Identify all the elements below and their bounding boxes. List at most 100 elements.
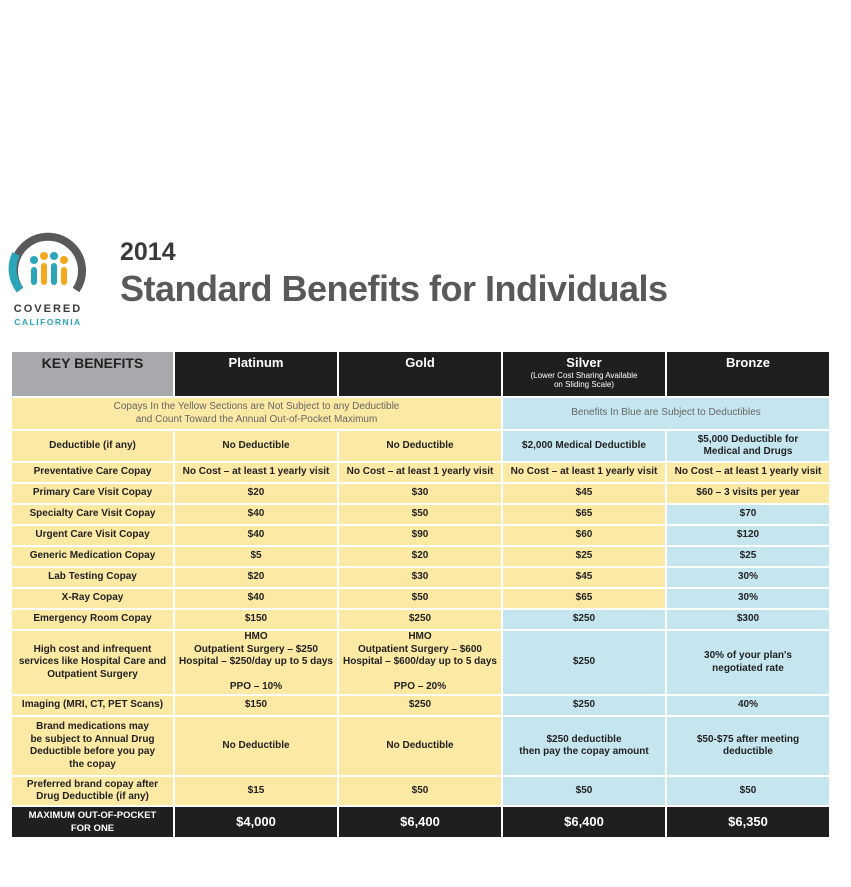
table-cell: $45 (503, 484, 665, 503)
table-cell: Benefits In Blue are Subject to Deductib… (503, 398, 829, 429)
table-cell: $2,000 Medical Deductible (503, 431, 665, 461)
table-cell: $120 (667, 526, 829, 545)
table-cell: $20 (175, 484, 337, 503)
table-row: High cost and infrequent services like H… (12, 631, 829, 694)
table-cell: 40% (667, 696, 829, 715)
table-cell: 30% (667, 568, 829, 587)
table-cell: $6,400 (503, 807, 665, 837)
column-note: (Lower Cost Sharing Available on Sliding… (530, 370, 638, 389)
table-cell: MAXIMUM OUT-OF-POCKET FOR ONE (12, 807, 173, 837)
table-cell: Gold (339, 352, 501, 396)
table-cell: Bronze (667, 352, 829, 396)
table-cell: No Cost – at least 1 yearly visit (667, 463, 829, 482)
table-cell: $15 (175, 777, 337, 805)
logo-text: CALIFORNIA (14, 317, 82, 327)
table-cell: Silver (Lower Cost Sharing Available on S… (503, 352, 665, 396)
table-cell: Imaging (MRI, CT, PET Scans) (12, 696, 173, 715)
table-cell: $250 (339, 610, 501, 629)
table-cell: $25 (667, 547, 829, 566)
table-cell: No Cost – at least 1 yearly visit (503, 463, 665, 482)
table-cell: $250 (503, 696, 665, 715)
table-row: Specialty Care Visit Copay $40 $50 $65 $70 (12, 505, 829, 524)
table-cell: No Deductible (175, 717, 337, 775)
table-cell: KEY BENEFITS (12, 352, 173, 396)
table-row: Deductible (if any) No Deductible No Deduc… (12, 431, 829, 461)
table-cell: $30 (339, 568, 501, 587)
table-cell: $50 (667, 777, 829, 805)
table-row: Imaging (MRI, CT, PET Scans) $150 $250 $250… (12, 696, 829, 715)
table-cell: $60 – 3 visits per year (667, 484, 829, 503)
table-row: MAXIMUM OUT-OF-POCKET FOR ONE $4,000 $6,40… (12, 807, 829, 837)
table-cell: $40 (175, 589, 337, 608)
logo-mark (8, 232, 86, 293)
table-row: Copays In the Yellow Sections are Not Su… (12, 398, 829, 429)
table-cell: Preventative Care Copay (12, 463, 173, 482)
table-cell: Copays In the Yellow Sections are Not Su… (12, 398, 501, 429)
table-row: Emergency Room Copay $150 $250 $250 $300 (12, 610, 829, 629)
table-cell: $6,350 (667, 807, 829, 837)
table-cell: 30% (667, 589, 829, 608)
table-cell: High cost and infrequent services like H… (12, 631, 173, 694)
logo-text: COVERED (13, 303, 83, 315)
table-cell: $65 (503, 589, 665, 608)
table-cell: Platinum (175, 352, 337, 396)
table-cell: $5 (175, 547, 337, 566)
table-cell: $40 (175, 505, 337, 524)
table-cell: $250 deductible then pay the copay amoun… (503, 717, 665, 775)
table-row: Generic Medication Copay $5 $20 $25 $25 (12, 547, 829, 566)
table-cell: Lab Testing Copay (12, 568, 173, 587)
table-cell: $4,000 (175, 807, 337, 837)
table-cell: $90 (339, 526, 501, 545)
table-cell: $150 (175, 610, 337, 629)
table-cell: Preferred brand copay after Drug Deducti… (12, 777, 173, 805)
table-row: Primary Care Visit Copay $20 $30 $45 $60 – 3… (12, 484, 829, 503)
table-cell: $50 (339, 589, 501, 608)
table-cell: No Deductible (339, 717, 501, 775)
benefits-table: KEY BENEFITS Platinum Gold Silver (Lower Cos… (10, 350, 831, 855)
table-cell: $250 (503, 610, 665, 629)
table-cell: No Cost – at least 1 yearly visit (175, 463, 337, 482)
table-cell: Specialty Care Visit Copay (12, 505, 173, 524)
table-row: Preferred brand copay after Drug Deducti… (12, 777, 829, 805)
table-row: Urgent Care Visit Copay $40 $90 $60 $120 (12, 526, 829, 545)
table-cell: $45 (503, 568, 665, 587)
table-cell: $300 (667, 610, 829, 629)
table-cell: No Deductible (175, 431, 337, 461)
table-row: Lab Testing Copay $20 $30 $45 30% (12, 568, 829, 587)
table-cell: Generic Medication Copay (12, 547, 173, 566)
table-cell: $20 (175, 568, 337, 587)
table-cell: $150 (175, 696, 337, 715)
table-cell: $50 (339, 505, 501, 524)
year: 2014 (120, 238, 176, 266)
table-cell: $50 (339, 777, 501, 805)
table-cell: $250 (339, 696, 501, 715)
table-cell: No Cost – at least 1 yearly visit (339, 463, 501, 482)
table-cell: $20 (339, 547, 501, 566)
table-cell: Urgent Care Visit Copay (12, 526, 173, 545)
table-cell: HMO Outpatient Surgery – $600 Hospital –… (339, 631, 501, 694)
table-cell: $50 (503, 777, 665, 805)
table-cell: $65 (503, 505, 665, 524)
table-cell: Emergency Room Copay (12, 610, 173, 629)
table-cell: $40 (175, 526, 337, 545)
table-cell: 30% of your plan's negotiated rate (667, 631, 829, 694)
table-cell: $60 (503, 526, 665, 545)
table-cell: $50-$75 after meeting deductible (667, 717, 829, 775)
table-row: Preventative Care Copay No Cost – at leas… (12, 463, 829, 482)
table-cell: $5,000 Deductible for Medical and Drugs (667, 431, 829, 461)
table-cell: HMO Outpatient Surgery – $250 Hospital –… (175, 631, 337, 694)
table-cell: X-Ray Copay (12, 589, 173, 608)
table-cell: $70 (667, 505, 829, 524)
table-cell: $25 (503, 547, 665, 566)
table-row: KEY BENEFITS Platinum Gold Silver (Lower Cos… (12, 352, 829, 396)
table-cell: Primary Care Visit Copay (12, 484, 173, 503)
table-cell: $250 (503, 631, 665, 694)
table-cell: Brand medications may be subject to Annu… (12, 717, 173, 775)
table-cell: No Deductible (339, 431, 501, 461)
table-cell: Deductible (if any) (12, 431, 173, 461)
table-row: Brand medications may be subject to Annu… (12, 717, 829, 775)
table-cell: $6,400 (339, 807, 501, 837)
table-row: X-Ray Copay $40 $50 $65 30% (12, 589, 829, 608)
table-cell: $30 (339, 484, 501, 503)
